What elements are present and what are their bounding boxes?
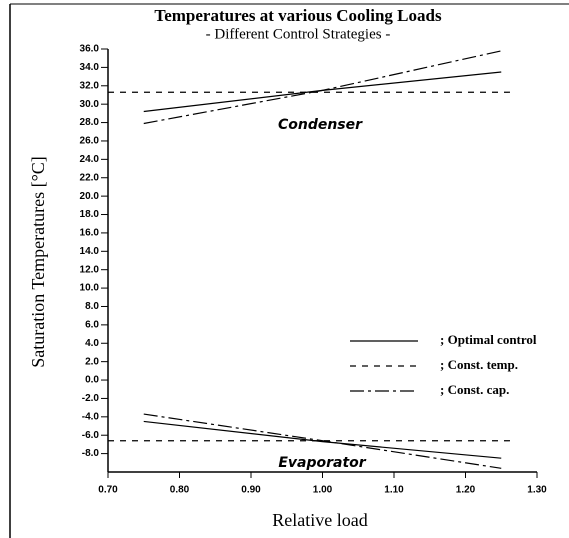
series-line [143, 50, 502, 125]
x-tick-label: 0.80 [170, 485, 190, 496]
annotation: Evaporator [278, 455, 366, 471]
y-tick-label: 22.0 [80, 172, 100, 183]
y-tick-label: 34.0 [80, 62, 100, 73]
series-line [143, 413, 502, 469]
x-tick-label: 1.10 [384, 485, 404, 496]
y-tick-label: 18.0 [80, 209, 100, 220]
y-tick-label: -2.0 [82, 393, 100, 404]
y-tick-label: 36.0 [80, 44, 100, 55]
y-tick-label: 0.0 [85, 375, 99, 386]
y-tick-label: 32.0 [80, 80, 100, 91]
x-tick-label: 1.00 [313, 485, 333, 496]
y-tick-label: 26.0 [80, 136, 100, 147]
y-tick-label: 24.0 [80, 154, 100, 165]
y-axis-label: Saturation Temperatures [°C] [28, 156, 48, 368]
y-tick-label: -8.0 [82, 448, 100, 459]
chart-subtitle: - Different Control Strategies - [206, 26, 391, 42]
x-tick-label: 0.90 [241, 485, 261, 496]
y-tick-label: 8.0 [85, 301, 99, 312]
y-tick-label: 20.0 [80, 191, 100, 202]
x-tick-label: 0.70 [98, 485, 118, 496]
legend-label: ; Const. cap. [440, 382, 509, 397]
y-tick-label: 10.0 [80, 283, 100, 294]
y-tick-label: 6.0 [85, 320, 99, 331]
y-tick-label: 12.0 [80, 264, 100, 275]
chart-title: Temperatures at various Cooling Loads [154, 6, 442, 25]
x-tick-label: 1.20 [456, 485, 476, 496]
y-tick-label: -6.0 [82, 430, 100, 441]
y-tick-label: 2.0 [85, 356, 99, 367]
y-tick-label: 30.0 [80, 99, 100, 110]
y-tick-label: 28.0 [80, 117, 100, 128]
legend-label: ; Const. temp. [440, 357, 518, 372]
x-axis-label: Relative load [272, 510, 367, 530]
y-tick-label: 4.0 [85, 338, 99, 349]
annotation: Condenser [278, 117, 363, 133]
y-tick-label: 14.0 [80, 246, 100, 257]
y-tick-label: -4.0 [82, 411, 100, 422]
series-line [143, 420, 502, 459]
x-tick-label: 1.30 [527, 485, 547, 496]
legend-label: ; Optimal control [440, 332, 537, 347]
y-tick-label: 16.0 [80, 228, 100, 239]
